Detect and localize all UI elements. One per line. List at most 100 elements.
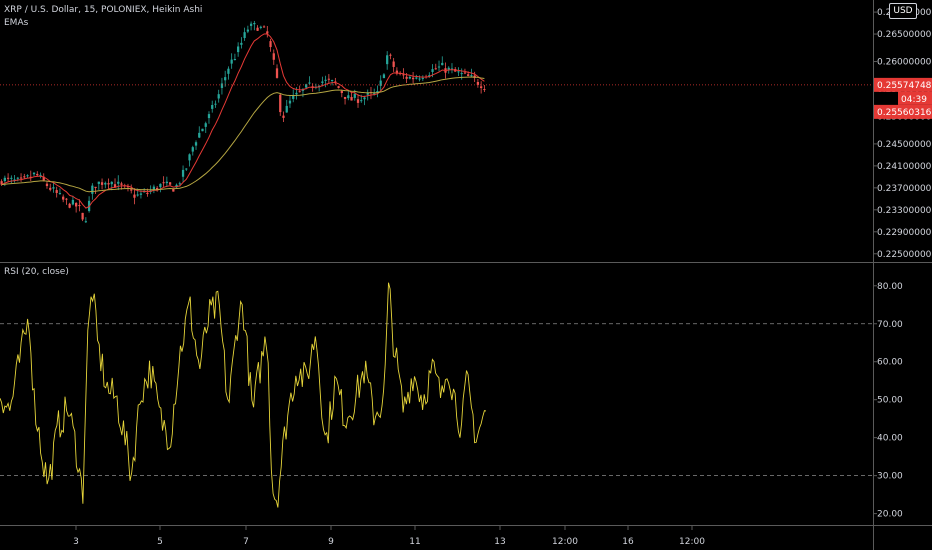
ema-price-tag bbox=[874, 104, 932, 119]
candle-body bbox=[366, 92, 369, 95]
candle-body bbox=[463, 72, 467, 74]
candle-body bbox=[194, 142, 198, 146]
candle-body bbox=[100, 182, 104, 185]
candle-body bbox=[269, 41, 272, 48]
time-tick-label: 9 bbox=[328, 537, 334, 547]
candle-body bbox=[402, 74, 405, 76]
candle-body bbox=[292, 95, 295, 99]
candle-body bbox=[421, 77, 424, 79]
candle-body bbox=[220, 83, 224, 88]
candle-body bbox=[337, 86, 340, 88]
candle-body bbox=[282, 115, 285, 118]
rsi-tick-label: 80.00 bbox=[877, 282, 903, 292]
candle-body bbox=[52, 187, 55, 189]
candle-body bbox=[23, 176, 26, 178]
candle-body bbox=[457, 71, 460, 73]
candle-body bbox=[415, 77, 418, 79]
currency-button[interactable]: USD bbox=[889, 3, 917, 19]
rsi-tick-label: 60.00 bbox=[877, 358, 903, 368]
candle-body bbox=[185, 168, 188, 170]
candle-body bbox=[156, 187, 159, 191]
candle-body bbox=[104, 182, 107, 185]
candle-body bbox=[330, 79, 334, 81]
ema-slow-line bbox=[1, 76, 485, 193]
candle-body bbox=[55, 190, 58, 193]
price-tick-label: 0.23300000 bbox=[877, 206, 932, 216]
candle-body bbox=[26, 175, 29, 177]
candle-body bbox=[204, 123, 207, 127]
candle-body bbox=[447, 67, 450, 71]
candle-body bbox=[84, 221, 87, 223]
candle-body bbox=[340, 90, 343, 94]
rsi-indicator-label: RSI (20, close) bbox=[4, 267, 69, 277]
candle-body bbox=[3, 177, 6, 182]
candle-body bbox=[227, 68, 230, 74]
candle-body bbox=[233, 59, 237, 61]
candle-body bbox=[45, 183, 49, 187]
candle-body bbox=[408, 76, 411, 79]
candle-body bbox=[39, 174, 42, 177]
candle-body bbox=[165, 181, 168, 184]
candle-body bbox=[350, 96, 353, 101]
candle-body bbox=[382, 74, 386, 79]
candle-body bbox=[126, 186, 130, 188]
ema-indicator-label: EMAs bbox=[4, 18, 29, 28]
candle-body bbox=[97, 181, 100, 184]
time-tick-label: 12:00 bbox=[679, 537, 705, 547]
price-tick-label: 0.22900000 bbox=[877, 228, 932, 238]
candle-body bbox=[392, 61, 395, 67]
candle-body bbox=[16, 177, 19, 179]
time-tick-label: 5 bbox=[157, 537, 163, 547]
candle-body bbox=[110, 181, 113, 185]
candle-body bbox=[178, 183, 181, 185]
candle-body bbox=[224, 77, 227, 81]
candle-body bbox=[288, 100, 292, 104]
rsi-tick-label: 50.00 bbox=[877, 396, 903, 406]
candle-body bbox=[172, 188, 175, 192]
candle-body bbox=[133, 194, 136, 198]
candle-body bbox=[81, 212, 84, 220]
candle-body bbox=[91, 185, 94, 194]
candle-body bbox=[191, 147, 194, 152]
candle-body bbox=[467, 74, 470, 77]
price-tick-label: 0.26500000 bbox=[877, 30, 932, 40]
candle-body bbox=[275, 68, 279, 78]
time-tick-label: 7 bbox=[243, 537, 249, 547]
time-tick-label: 12:00 bbox=[552, 537, 578, 547]
candle-body bbox=[113, 184, 117, 188]
candle-body bbox=[324, 79, 327, 81]
candle-body bbox=[42, 176, 45, 181]
candle-body bbox=[120, 183, 123, 185]
candle-body bbox=[240, 42, 243, 45]
candle-body bbox=[175, 184, 178, 188]
candle-body bbox=[347, 95, 350, 99]
candle-body bbox=[386, 55, 389, 65]
candle-body bbox=[36, 173, 39, 176]
candle-body bbox=[162, 182, 165, 184]
candle-body bbox=[19, 177, 23, 179]
candle-body bbox=[295, 92, 298, 95]
candle-body bbox=[418, 78, 421, 80]
candle-body bbox=[201, 128, 204, 132]
candle-body bbox=[181, 169, 185, 177]
candle-body bbox=[188, 154, 191, 161]
candle-body bbox=[49, 187, 52, 190]
candle-body bbox=[207, 114, 211, 119]
candle-body bbox=[480, 86, 483, 89]
candle-body bbox=[411, 77, 415, 80]
candle-body bbox=[243, 32, 246, 39]
candle-body bbox=[168, 182, 172, 185]
symbol-title: XRP / U.S. Dollar, 15, POLONIEX, Heikin … bbox=[4, 5, 203, 15]
time-tick-label: 13 bbox=[494, 537, 505, 547]
candle-body bbox=[230, 59, 233, 64]
price-tick-label: 0.23700000 bbox=[877, 184, 932, 194]
candle-body bbox=[256, 27, 259, 31]
candle-body bbox=[298, 91, 301, 93]
candle-body bbox=[217, 94, 220, 99]
rsi-tick-label: 30.00 bbox=[877, 472, 903, 482]
candle-body bbox=[159, 183, 162, 188]
candle-body bbox=[146, 193, 149, 195]
candle-body bbox=[68, 203, 71, 208]
candle-body bbox=[266, 31, 269, 34]
